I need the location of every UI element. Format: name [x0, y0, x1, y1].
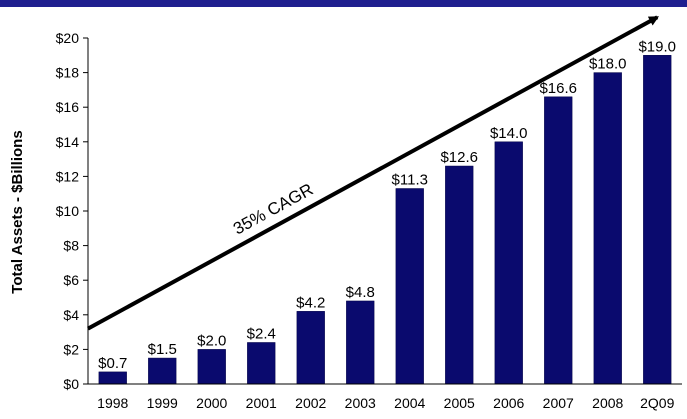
bar-2004	[395, 188, 424, 385]
x-tick-label: 2001	[246, 395, 277, 411]
data-label-2005: $12.6	[440, 149, 478, 166]
x-tick-label: 2007	[543, 395, 574, 411]
bar-2005	[445, 165, 474, 385]
bars	[98, 55, 672, 385]
y-tick-label: $8	[63, 238, 79, 254]
data-label-2002: $4.2	[296, 294, 325, 311]
top-band	[0, 0, 687, 7]
data-label-2007: $16.6	[539, 80, 577, 97]
y-axis-title: Total Assets - $Billions	[9, 130, 26, 293]
x-tick-label: 2003	[345, 395, 376, 411]
x-axis: 1998 1999 2000 2001 2002 2003 2004 2005 2006 2007…	[88, 383, 682, 411]
data-label-2004: $11.3	[392, 172, 428, 189]
bar-2002	[296, 311, 325, 385]
x-tick-label: 2002	[295, 395, 326, 411]
y-tick-label: $6	[63, 272, 79, 288]
x-tick-label: 2004	[394, 395, 425, 411]
y-tick-label: $0	[63, 376, 79, 392]
x-tick-label: 2Q09	[640, 395, 674, 411]
data-label-2Q09: $19.0	[638, 38, 676, 55]
x-tick-label: 2000	[196, 395, 227, 411]
data-label-2003: $4.8	[346, 284, 375, 301]
data-label-1999: $1.5	[148, 341, 177, 358]
bar-2Q09	[643, 55, 672, 385]
data-label-2000: $2.0	[197, 332, 226, 349]
x-tick-label: 2006	[493, 395, 524, 411]
data-label-2001: $2.4	[247, 325, 276, 342]
y-axis: $0 $2 $4 $6 $8 $10 $12 $14 $16 $18 $20	[56, 30, 89, 392]
y-tick-label: $4	[63, 307, 79, 323]
bar-1998	[98, 371, 127, 385]
bar-2006	[494, 141, 523, 385]
y-tick-label: $12	[56, 168, 80, 184]
cagr-arrow	[87, 15, 660, 331]
x-tick-label: 2008	[592, 395, 623, 411]
bar-2007	[544, 96, 573, 385]
bar-2003	[346, 300, 375, 385]
bar-2001	[247, 342, 276, 385]
x-tick-label: 1999	[147, 395, 178, 411]
y-tick-label: $16	[56, 99, 80, 115]
x-tick-label: 2005	[444, 395, 475, 411]
y-tick-label: $20	[56, 30, 80, 46]
data-label-2006: $14.0	[490, 125, 528, 142]
y-tick-label: $14	[56, 134, 80, 150]
bar-1999	[148, 357, 177, 385]
bar-2000	[197, 349, 226, 385]
y-tick-label: $18	[56, 65, 80, 81]
data-label-1998: $0.7	[98, 355, 127, 372]
data-labels: $0.7 $1.5 $2.0 $2.4 $4.2 $4.8 $11.3 $12.6 $14.0 $…	[98, 38, 676, 372]
y-tick-label: $10	[56, 203, 80, 219]
x-tick-label: 1998	[97, 395, 128, 411]
data-label-2008: $18.0	[589, 56, 627, 73]
bar-2008	[593, 72, 622, 385]
y-tick-label: $2	[63, 341, 79, 357]
